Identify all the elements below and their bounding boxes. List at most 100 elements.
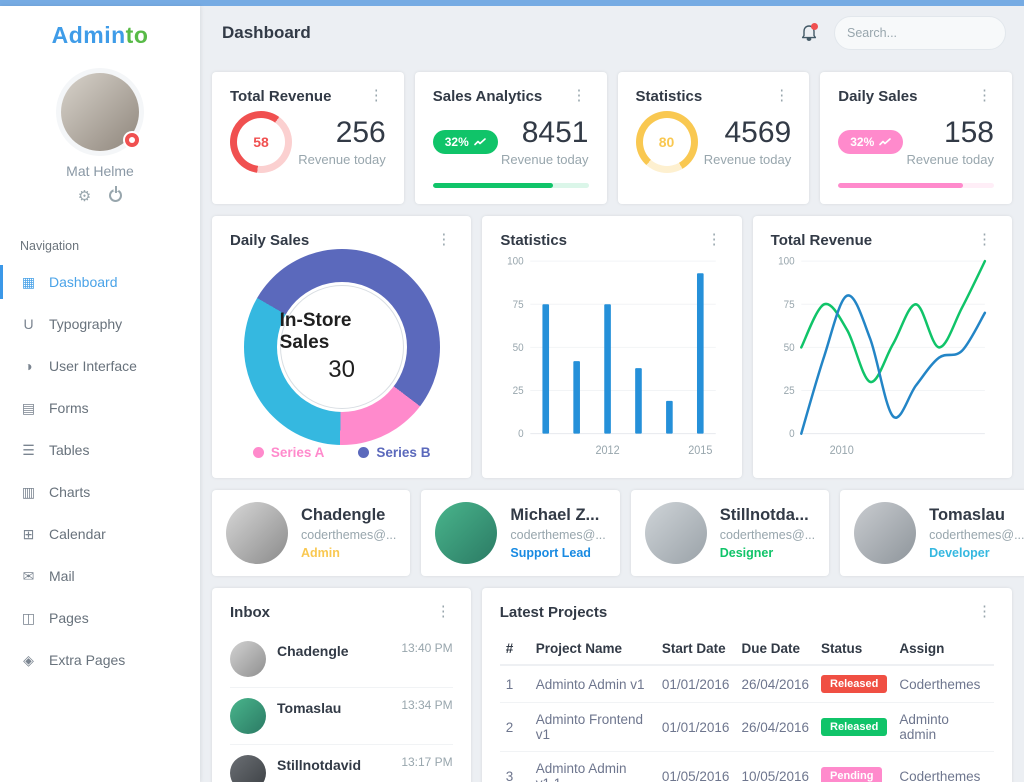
inbox-item[interactable]: Chadengle Hey! there I'm available... 13… [230, 631, 453, 688]
notifications-bell-icon[interactable] [800, 22, 818, 43]
stat-card-row: Total Revenue ⋮ 58 [212, 72, 1012, 204]
member-name: Chadengle [301, 506, 386, 524]
sidebar-item-tables[interactable]: ☰ Tables › [0, 429, 200, 471]
form-icon: ▤ [21, 399, 36, 416]
member-email: coderthemes@... [301, 528, 397, 542]
stat-subtitle: Revenue today [501, 151, 589, 167]
kebab-menu-icon[interactable]: ⋮ [706, 231, 722, 248]
member-role: Designer [719, 546, 774, 560]
trend-badge: 32% [838, 130, 904, 154]
typography-icon: U [23, 316, 34, 332]
member-card[interactable]: Stillnotda... coderthemes@... Designer [630, 490, 830, 576]
card-title: Daily Sales [838, 88, 918, 105]
line-chart[interactable]: 0 25 50 75 100 2010 [771, 249, 994, 462]
member-avatar [854, 502, 917, 564]
kebab-menu-icon[interactable]: ⋮ [977, 87, 992, 104]
kebab-menu-icon[interactable]: ⋮ [977, 603, 992, 620]
member-avatar [435, 502, 498, 564]
trend-icon [879, 138, 892, 146]
member-role: Admin [301, 546, 340, 560]
table-row[interactable]: 1 Adminto Admin v1 01/01/2016 26/04/2016… [499, 665, 994, 703]
project-name: Adminto Admin v1.1 [529, 751, 656, 782]
dashboard-content: Total Revenue ⋮ 58 [200, 60, 1024, 782]
sidebar: Adminto Mat Helme ⚙ Navigation ▦ Dashboa… [0, 6, 200, 782]
table-row[interactable]: 2 Adminto Frontend v1 01/01/2016 26/04/2… [499, 702, 994, 752]
column-header: # [499, 633, 530, 666]
user-avatar[interactable] [61, 73, 141, 151]
bar-chart[interactable]: 0 25 50 75 100 2012 2015 [500, 249, 723, 462]
svg-text:100: 100 [507, 256, 524, 267]
camera-badge-icon[interactable] [123, 131, 141, 149]
kebab-menu-icon[interactable]: ⋮ [571, 87, 587, 104]
extra-pages-icon: ◈ [23, 651, 34, 668]
inbox-sender: Chadengle [277, 643, 349, 659]
progress-bar [838, 183, 994, 188]
nav-section-label: Navigation [20, 239, 80, 253]
stat-value: 256 [335, 116, 386, 150]
card-title: Latest Projects [499, 604, 608, 621]
search-box[interactable] [834, 16, 1008, 50]
sidebar-item-dashboard[interactable]: ▦ Dashboard › [0, 261, 200, 303]
project-name: Adminto Frontend v1 [529, 702, 656, 752]
inbox-list: Chadengle Hey! there I'm available... 13… [230, 631, 453, 782]
inbox-item[interactable]: Stillnotdavid 13:17 PM [230, 745, 453, 782]
member-card[interactable]: Michael Z... coderthemes@... Support Lea… [421, 490, 620, 576]
column-header: Assign [893, 633, 994, 666]
table-row[interactable]: 3 Adminto Admin v1.1 01/05/2016 10/05/20… [499, 751, 994, 782]
kebab-menu-icon[interactable]: ⋮ [368, 87, 384, 104]
member-card[interactable]: Chadengle coderthemes@... Admin [212, 490, 411, 576]
member-role: Support Lead [510, 546, 591, 560]
trend-icon [473, 138, 486, 146]
sidebar-item-mail[interactable]: ✉ Mail New › [0, 555, 200, 597]
logout-power-icon[interactable] [109, 189, 123, 202]
inbox-avatar [230, 641, 266, 677]
sidebar-item-user-interface[interactable]: ◑ User Interface › [0, 345, 200, 387]
due-date: 26/04/2016 [735, 702, 816, 752]
column-header: Due Date [735, 633, 816, 666]
card-title: Total Revenue [230, 88, 332, 105]
notification-dot [811, 22, 818, 30]
search-input[interactable] [847, 26, 1008, 40]
sidebar-item-calendar[interactable]: ⊞ Calendar › [0, 513, 200, 555]
chart-row: Daily Sales ⋮ In-Store Sales 30 [212, 216, 1012, 478]
member-name: Stillnotda... [719, 506, 809, 524]
donut-chart[interactable]: In-Store Sales 30 [243, 249, 440, 445]
svg-text:50: 50 [783, 343, 794, 354]
stat-card: Statistics ⋮ 80 [617, 72, 810, 204]
member-card[interactable]: Tomaslau coderthemes@... Developer [840, 490, 1024, 576]
kebab-menu-icon[interactable]: ⋮ [436, 231, 452, 248]
mini-donut-gauge: 58 [230, 111, 292, 173]
kebab-menu-icon[interactable]: ⋮ [774, 87, 790, 104]
statistics-bar-card: Statistics ⋮ 0 25 50 75 100 2012 2015 [482, 216, 742, 478]
stat-subtitle: Revenue today [298, 151, 386, 167]
sidebar-item-extra-pages[interactable]: ◈ Extra Pages › [0, 639, 200, 681]
app-logo[interactable]: Adminto [51, 22, 149, 48]
sidebar-item-pages[interactable]: ◫ Pages › [21, 609, 89, 627]
sidebar-item-forms[interactable]: ▤ Forms 7 › [21, 399, 89, 417]
card-title: Sales Analytics [432, 88, 543, 105]
donut-legend: Series A Series B [230, 445, 453, 462]
column-header: Project Name [529, 633, 656, 666]
svg-text:0: 0 [789, 429, 795, 440]
svg-text:75: 75 [513, 300, 524, 311]
table-icon: ☰ [22, 441, 35, 458]
stat-card: Daily Sales ⋮ 32% [820, 72, 1012, 204]
settings-gear-icon[interactable]: ⚙ [77, 188, 92, 205]
calendar-icon: ⊞ [22, 525, 35, 542]
sidebar-item-typography[interactable]: U Typography › [0, 303, 200, 345]
inbox-item[interactable]: Tomaslau I've finished it! See you so...… [230, 688, 453, 745]
inbox-time: 13:17 PM [401, 755, 453, 769]
kebab-menu-icon[interactable]: ⋮ [435, 603, 451, 620]
column-header: Status [815, 633, 894, 666]
sidebar-item-charts[interactable]: ▥ Charts › [21, 483, 91, 501]
inbox-card: Inbox ⋮ Chadengle Hey! there I'm availab… [212, 588, 471, 782]
stat-value: 158 [943, 116, 994, 150]
kebab-menu-icon[interactable]: ⋮ [977, 231, 992, 248]
stat-subtitle: Revenue today [906, 151, 994, 167]
stat-value: 8451 [521, 116, 589, 150]
svg-text:25: 25 [513, 386, 524, 397]
due-date: 10/05/2016 [735, 751, 816, 782]
card-title: Total Revenue [770, 232, 873, 249]
svg-text:2012: 2012 [596, 445, 620, 457]
mail-icon: ✉ [22, 567, 35, 584]
